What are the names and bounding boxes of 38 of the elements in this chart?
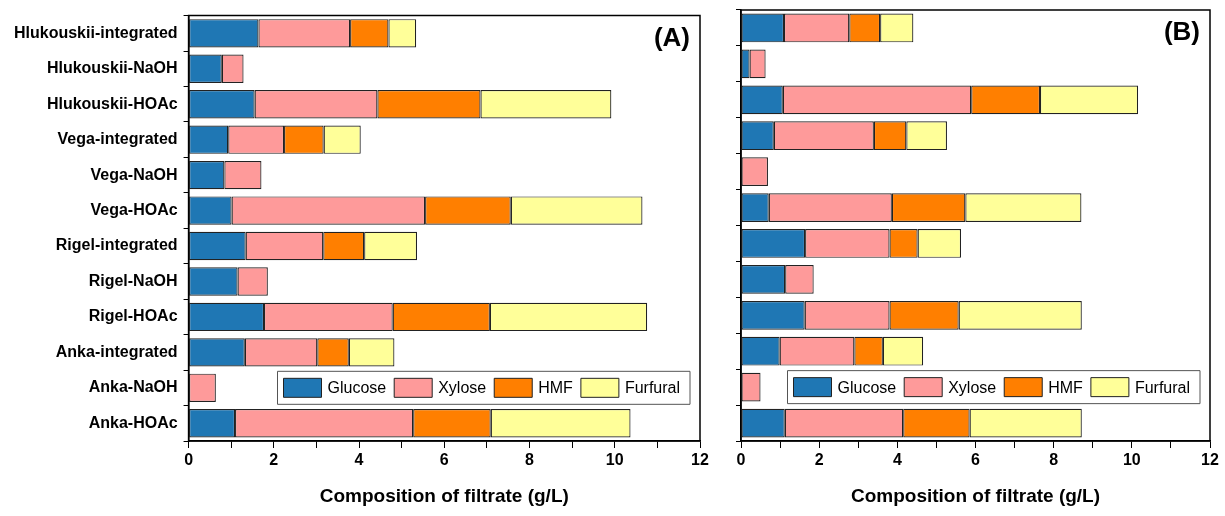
annotation: (B): [1163, 16, 1200, 47]
x-tick-label: 12: [691, 451, 709, 469]
y-tick-label: Rigel-integrated: [55, 236, 178, 254]
annotation: (A): [653, 21, 690, 52]
y-tick-label: Hlukouskii-integrated: [14, 23, 178, 41]
y-tick-label: Vega-NaOH: [90, 165, 178, 183]
x-tick-label: 0: [736, 451, 746, 469]
x-tick-label: 8: [1049, 451, 1059, 469]
y-tick-label: Hlukouskii-HOAc: [46, 94, 178, 112]
x-tick-label: 2: [269, 451, 279, 469]
x-tick-label: 4: [892, 451, 902, 469]
x-tick-label: 10: [605, 451, 624, 469]
y-tick-label: Anka-integrated: [55, 342, 178, 360]
x-tick-label: 8: [525, 451, 535, 469]
legend-label: Xylose: [438, 379, 487, 397]
legend-label: HMF: [1048, 378, 1084, 396]
x-tick-label: 6: [439, 451, 449, 469]
x-tick-label: 10: [1122, 451, 1141, 469]
legend-label: Glucose: [327, 379, 387, 397]
legend-label: HMF: [538, 379, 574, 397]
legend-label: Glucose: [837, 378, 897, 396]
y-tick-label: Vega-integrated: [57, 130, 178, 148]
y-tick-label: Anka-HOAc: [88, 413, 178, 431]
y-tick-label: Anka-NaOH: [88, 378, 178, 396]
x-tick-label: 12: [1201, 451, 1219, 469]
y-tick-label: Rigel-HOAc: [88, 307, 178, 325]
legend-label: Xylose: [948, 378, 997, 396]
legend-label: Furfural: [624, 379, 680, 397]
y-tick-label: Rigel-NaOH: [88, 271, 178, 289]
legend-label: Furfural: [1134, 378, 1190, 396]
x-tick-label: 4: [354, 451, 364, 469]
x-tick-label: 6: [971, 451, 981, 469]
y-tick-label: Hlukouskii-NaOH: [46, 59, 178, 77]
y-tick-label: Vega-HOAc: [90, 200, 178, 218]
x-tick-label: 2: [814, 451, 824, 469]
x-tick-label: 0: [184, 451, 194, 469]
x-axis-title: Composition of filtrate (g/L): [850, 484, 1101, 506]
x-axis-title: Composition of filtrate (g/L): [319, 484, 569, 506]
